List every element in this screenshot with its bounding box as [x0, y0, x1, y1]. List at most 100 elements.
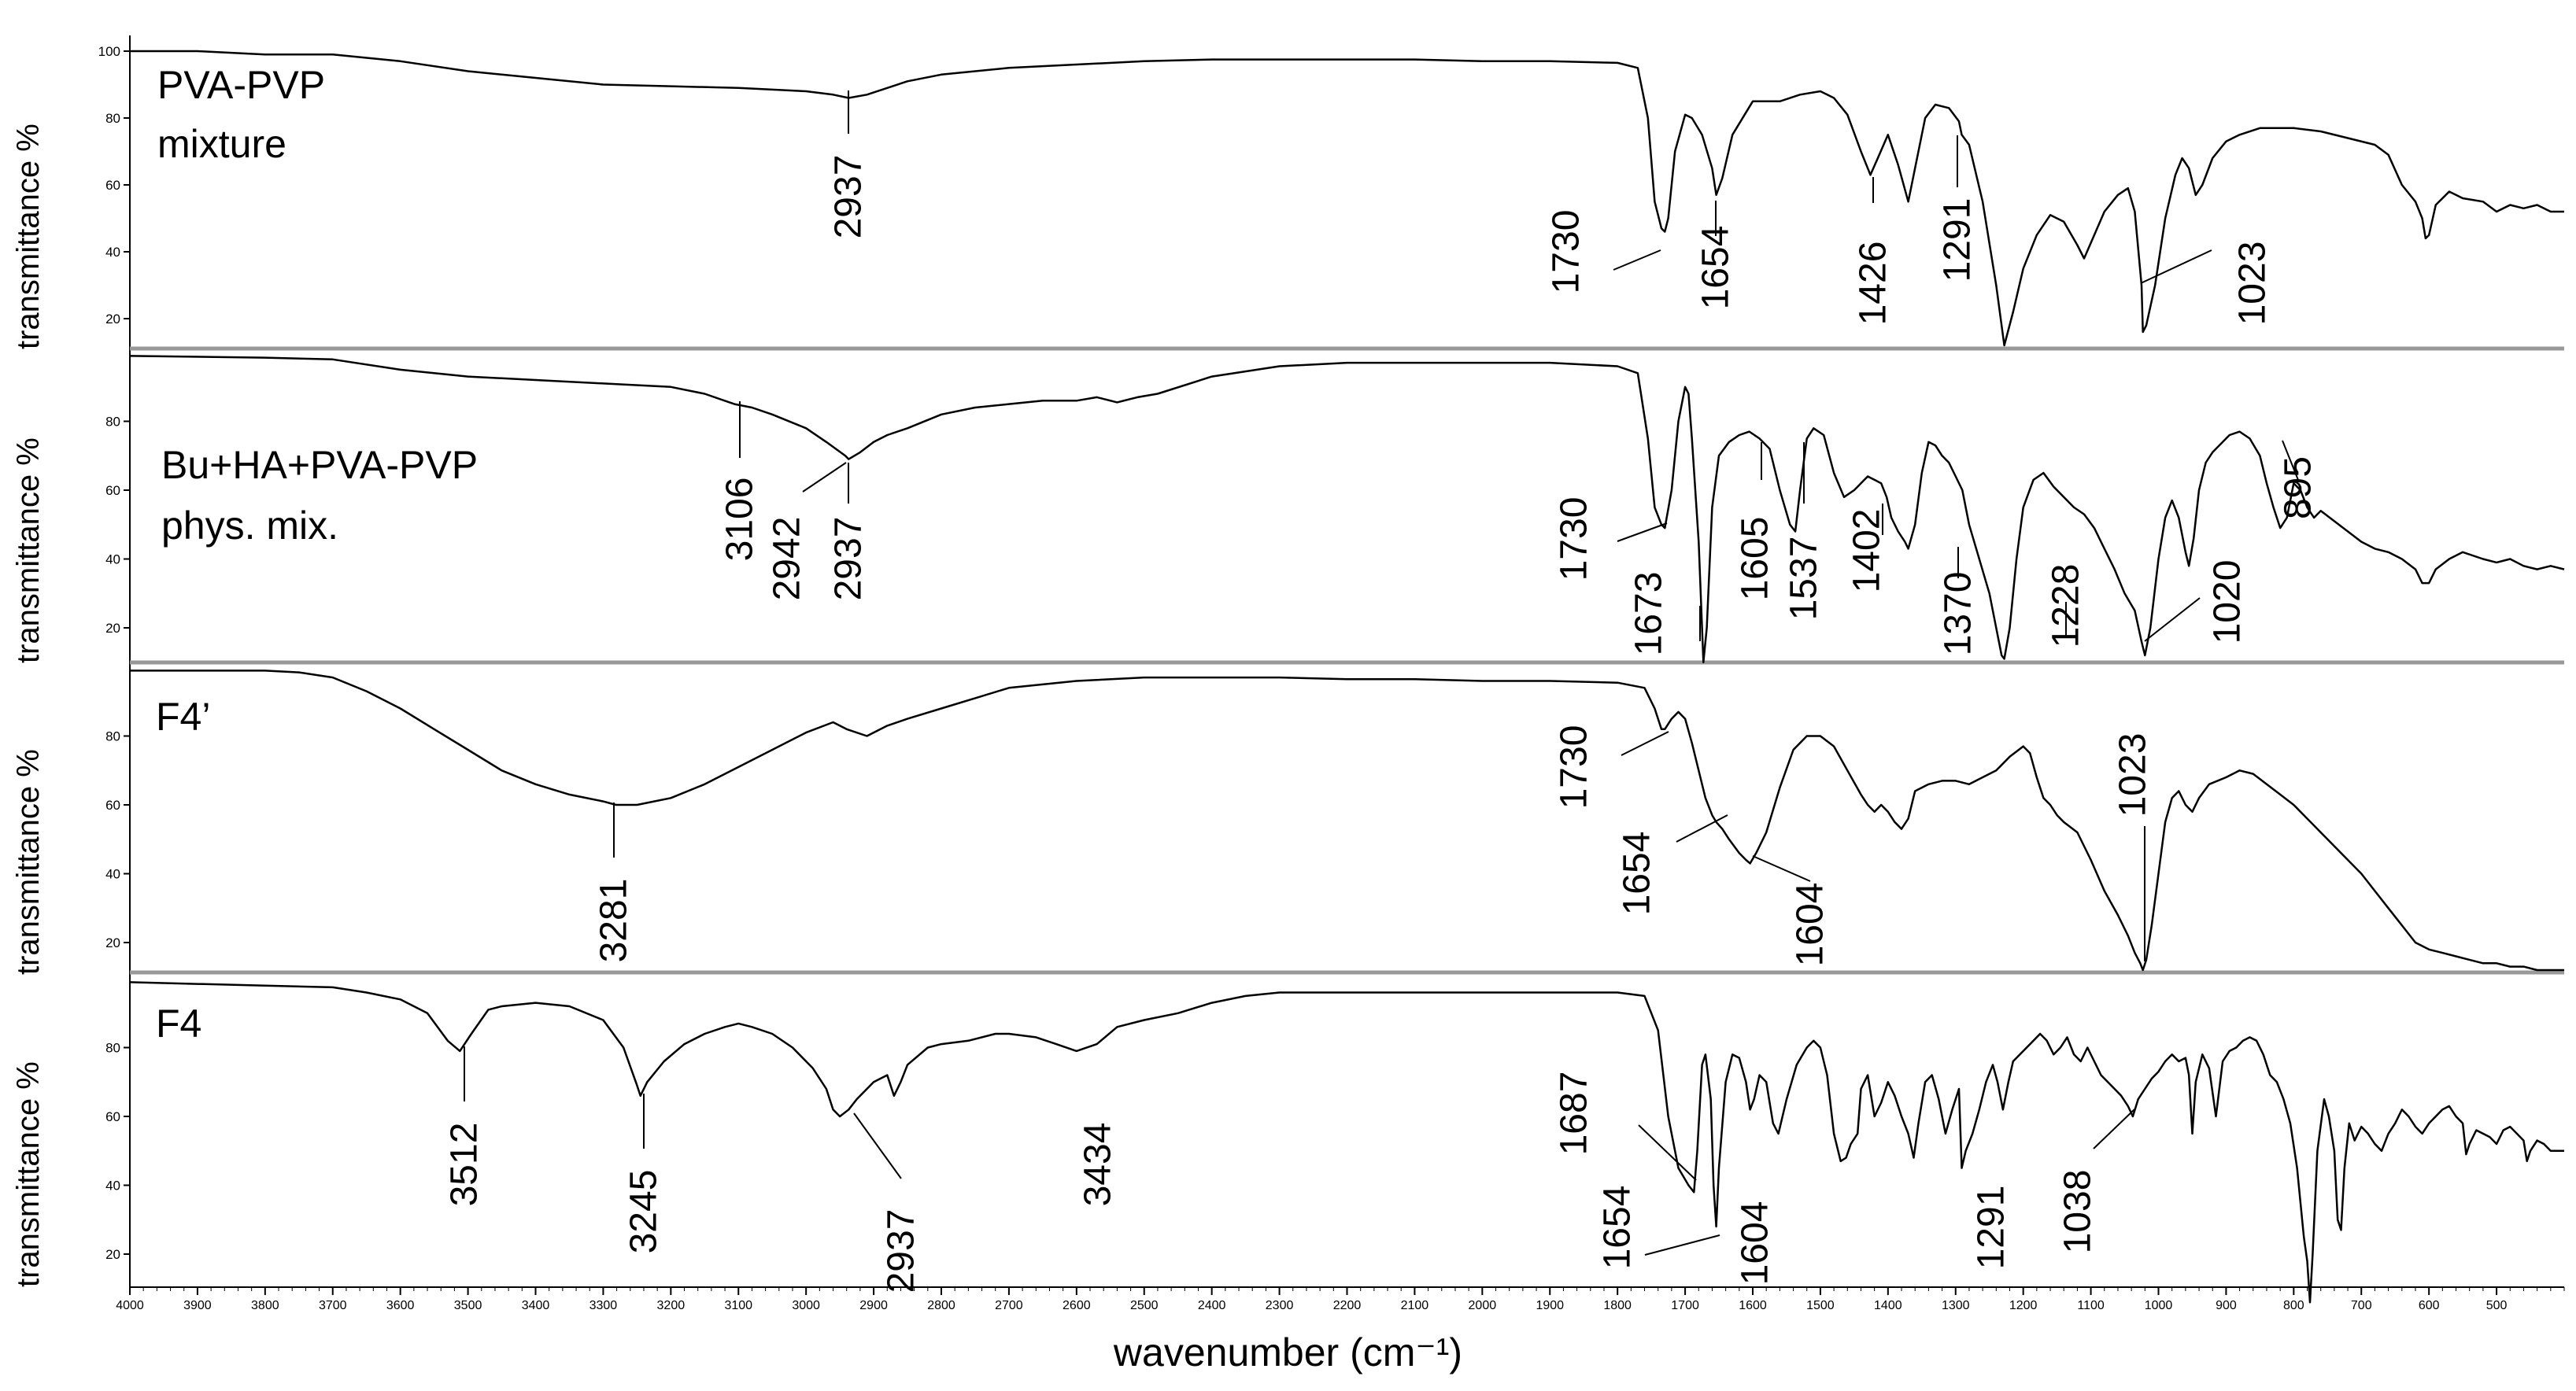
x-tick-label: 3900 — [183, 1299, 212, 1312]
y-tick-label: 60 — [105, 798, 120, 813]
x-tick-label: 3000 — [792, 1299, 820, 1312]
peak-label: 1687 — [1554, 1072, 1595, 1156]
y-tick-label: 100 — [98, 44, 120, 59]
x-axis-label: wavenumber (cm⁻¹) — [1113, 1330, 1463, 1374]
x-tick-label: 600 — [2419, 1299, 2440, 1312]
x-tick-label: 1400 — [1874, 1299, 1902, 1312]
peak-label: 3106 — [719, 478, 761, 562]
y-tick-label: 20 — [105, 312, 120, 327]
peak-leader-line — [1644, 1234, 1720, 1256]
x-tick-label: 2200 — [1333, 1299, 1362, 1312]
peak-leader-line — [2144, 597, 2201, 642]
peak-label: 3281 — [593, 879, 635, 963]
y-tick-label: 40 — [105, 245, 120, 260]
panel-name: F4 — [156, 1002, 201, 1046]
peak-leader-line — [2282, 440, 2299, 481]
x-tick-label: 3300 — [589, 1299, 618, 1312]
peak-label: 1426 — [1853, 242, 1894, 326]
y-tick-label: 20 — [105, 935, 120, 950]
spectrum-line-4 — [129, 981, 2564, 1304]
y-tick-label: 40 — [105, 867, 120, 882]
peak-label: 3512 — [444, 1123, 486, 1207]
x-tick-label: 2300 — [1266, 1299, 1294, 1312]
peak-label: 2937 — [828, 517, 870, 601]
peak-label: 1654 — [1597, 1186, 1639, 1270]
x-tick-label: 2400 — [1198, 1299, 1226, 1312]
peak-label: 1291 — [1971, 1186, 2012, 1270]
x-tick-label: 2500 — [1130, 1299, 1159, 1312]
peak-label: 1020 — [2207, 560, 2249, 644]
peak-label: 2942 — [767, 517, 808, 601]
x-tick-label: 700 — [2351, 1299, 2372, 1312]
peak-leader-line — [1621, 731, 1669, 756]
y-tick-label: 20 — [105, 1247, 120, 1262]
x-tick-label: 900 — [2216, 1299, 2237, 1312]
x-tick-label: 2900 — [859, 1299, 888, 1312]
x-tick-label: 1100 — [2077, 1299, 2105, 1312]
y-tick-label: 80 — [105, 729, 120, 744]
peak-label: 2937 — [828, 155, 870, 239]
x-tick-label: 2000 — [1469, 1299, 1497, 1312]
peak-leader-line — [1613, 249, 1661, 271]
y-tick-label: 40 — [105, 1179, 120, 1194]
peak-label: 1730 — [1554, 497, 1595, 581]
peak-label: 1038 — [2057, 1170, 2099, 1254]
y-axis-label: transmittance % — [11, 124, 46, 349]
spectrum-line-2 — [129, 355, 2565, 664]
x-tick-label: 1000 — [2145, 1299, 2173, 1312]
peak-label: 1730 — [1546, 210, 1587, 294]
peak-label: 1604 — [1735, 1201, 1776, 1286]
peak-leader-line — [1638, 1124, 1697, 1181]
panel-name: PVA-PVP — [157, 63, 325, 107]
spectrum-line-3 — [130, 670, 2564, 972]
peak-label: 1654 — [1695, 226, 1737, 310]
x-tick-label: 1300 — [1942, 1299, 1970, 1312]
peak-label: 1605 — [1735, 517, 1776, 601]
y-axis-label: transmittance % — [11, 749, 46, 975]
peak-label: 1402 — [1846, 509, 1888, 593]
peak-label: 1291 — [1937, 198, 1979, 282]
y-tick-label: 40 — [105, 552, 120, 567]
x-tick-label: 2800 — [927, 1299, 955, 1312]
y-axis-label: transmittance % — [11, 1061, 46, 1287]
y-axis-label: transmittance % — [11, 437, 46, 663]
y-tick-label: 80 — [105, 415, 120, 430]
peak-label: 1673 — [1628, 572, 1670, 656]
x-tick-label: 3600 — [386, 1299, 415, 1312]
peak-label: 1537 — [1783, 537, 1825, 621]
y-tick-label: 20 — [105, 621, 120, 636]
x-tick-label: 2600 — [1063, 1299, 1091, 1312]
x-tick-label: 1600 — [1739, 1299, 1767, 1312]
peak-label: 1654 — [1617, 832, 1658, 916]
peak-label: 1228 — [2046, 564, 2087, 648]
spectrum-line-1 — [130, 50, 2564, 347]
x-tick-label: 1700 — [1671, 1299, 1699, 1312]
y-tick-label: 60 — [105, 483, 120, 498]
y-tick-label: 60 — [105, 1109, 120, 1124]
peak-leader-line — [2140, 249, 2212, 284]
peak-label: 1604 — [1790, 883, 1831, 967]
x-tick-label: 800 — [2283, 1299, 2304, 1312]
y-tick-label: 80 — [105, 111, 120, 126]
x-tick-label: 1200 — [2009, 1299, 2038, 1312]
peak-leader-line — [853, 1112, 902, 1179]
peak-label: 895 — [2278, 456, 2319, 519]
panel-name: Bu+HA+PVA-PVP — [161, 443, 478, 487]
peak-label: 1370 — [1938, 572, 1979, 656]
peak-label: 1730 — [1554, 725, 1595, 810]
panel-name: phys. mix. — [161, 504, 338, 548]
x-tick-label: 500 — [2486, 1299, 2508, 1312]
peak-leader-line — [802, 462, 847, 493]
peak-label: 3434 — [1077, 1123, 1119, 1207]
x-tick-label: 4000 — [116, 1299, 144, 1312]
x-tick-label: 3700 — [319, 1299, 347, 1312]
x-tick-label: 3100 — [724, 1299, 752, 1312]
y-tick-label: 60 — [105, 178, 120, 193]
x-tick-label: 3200 — [657, 1299, 686, 1312]
peak-leader-line — [1617, 522, 1668, 542]
x-tick-label: 3500 — [454, 1299, 482, 1312]
peak-leader-line — [2093, 1109, 2135, 1149]
x-tick-label: 2700 — [995, 1299, 1023, 1312]
peak-leader-line — [1676, 814, 1728, 843]
